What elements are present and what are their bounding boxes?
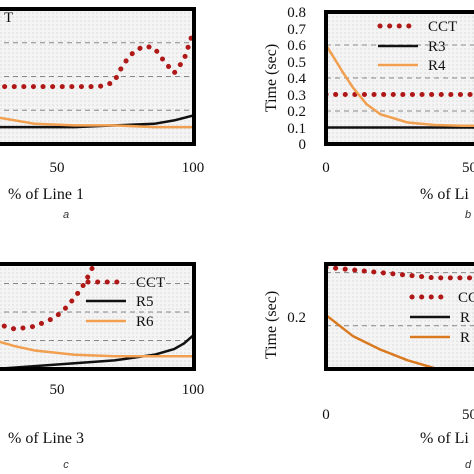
panel-b-legend: CCT R3 R4 — [377, 19, 457, 74]
panel-b-legend-r4: R4 — [428, 58, 446, 74]
panel-d-label: d — [465, 459, 472, 471]
panel-b-legend-cct: CCT — [428, 19, 457, 35]
panel-b-ytick-0-1: 0.1 — [287, 121, 306, 137]
panel-d-legend-r-orange: R — [460, 330, 470, 346]
panel-b-ytick-0: 0 — [299, 137, 307, 153]
panel-a-xtick-100: 100 — [182, 160, 205, 176]
panel-b-label: b — [465, 209, 471, 221]
panel-b-series — [328, 45, 474, 129]
panel-a: T 50 100 % of Line 1 a — [0, 7, 205, 221]
panel-c-label: c — [63, 459, 69, 471]
panel-b-legend-r3: R3 — [428, 39, 446, 55]
panel-c-grid — [0, 283, 192, 341]
panel-d-legend-cct: CCT — [458, 290, 474, 306]
panel-d-legend: CCT R R — [409, 290, 474, 346]
panel-a-series-0-line — [0, 27, 192, 90]
panel-b-xtick-0: 0 — [322, 160, 330, 176]
panel-c-legend-cct: CCT — [136, 275, 165, 291]
panel-b-series-2-line — [328, 45, 474, 128]
panel-b: Time (sec) 0 0.1 0.2 0.3 0.4 0.5 0.6 0.7… — [263, 5, 474, 221]
panel-a-label: a — [63, 209, 69, 221]
panel-b-ytick-0-3: 0.3 — [287, 88, 306, 104]
panel-c-series-1-line — [5, 334, 192, 367]
panel-d: Time (sec) 0.2 CCT R R 0 50 % of Li d — [263, 262, 474, 471]
panel-d-legend-r-black: R — [460, 310, 470, 326]
panel-b-ytick-0-5: 0.5 — [287, 55, 306, 71]
panel-c-series-0-line — [0, 266, 97, 332]
panel-b-ytick-0-7: 0.7 — [287, 22, 306, 38]
panel-c-legend-r6: R6 — [136, 314, 154, 330]
panel-d-series-0-line — [328, 266, 474, 281]
panel-a-legend-fragment: T — [4, 10, 13, 26]
panel-a-grid — [0, 42, 192, 111]
panel-a-xlabel: % of Line 1 — [8, 186, 84, 203]
panel-d-series — [326, 266, 474, 379]
panel-d-xtick-50: 50 — [462, 407, 474, 423]
panel-c-series-2-line — [0, 340, 192, 358]
panel-c-legend: CCT R5 R6 — [85, 275, 165, 330]
panel-b-ylabel: Time (sec) — [263, 44, 280, 112]
panel-d-series-2-line — [328, 315, 436, 367]
panel-b-xlabel: % of Li — [420, 186, 469, 203]
panel-b-ytick-0-6: 0.6 — [287, 38, 306, 54]
panel-b-ytick-0-8: 0.8 — [287, 5, 306, 21]
panel-b-xtick-50: 50 — [462, 160, 474, 176]
panel-d-series-1-line — [326, 374, 474, 379]
panel-a-xtick-50: 50 — [50, 160, 65, 176]
panel-c: CCT R5 R6 50 100 % of Line 3 c — [0, 262, 205, 471]
panel-c-xtick-100: 100 — [182, 382, 205, 398]
panel-b-ytick-0-4: 0.4 — [287, 71, 306, 87]
panel-c-legend-r5: R5 — [136, 294, 154, 310]
panel-a-series — [0, 27, 192, 129]
panel-c-series — [0, 266, 192, 367]
panel-d-xlabel: % of Li — [420, 430, 469, 447]
panel-d-ytick-0-2: 0.2 — [287, 310, 306, 326]
panel-c-xlabel: % of Line 3 — [8, 430, 84, 447]
panel-c-xtick-50: 50 — [50, 382, 65, 398]
panel-d-ylabel: Time (sec) — [263, 291, 280, 359]
panel-b-ytick-0-2: 0.2 — [287, 104, 306, 120]
panel-a-series-2-line — [0, 116, 192, 129]
panel-d-xtick-0: 0 — [322, 407, 330, 423]
